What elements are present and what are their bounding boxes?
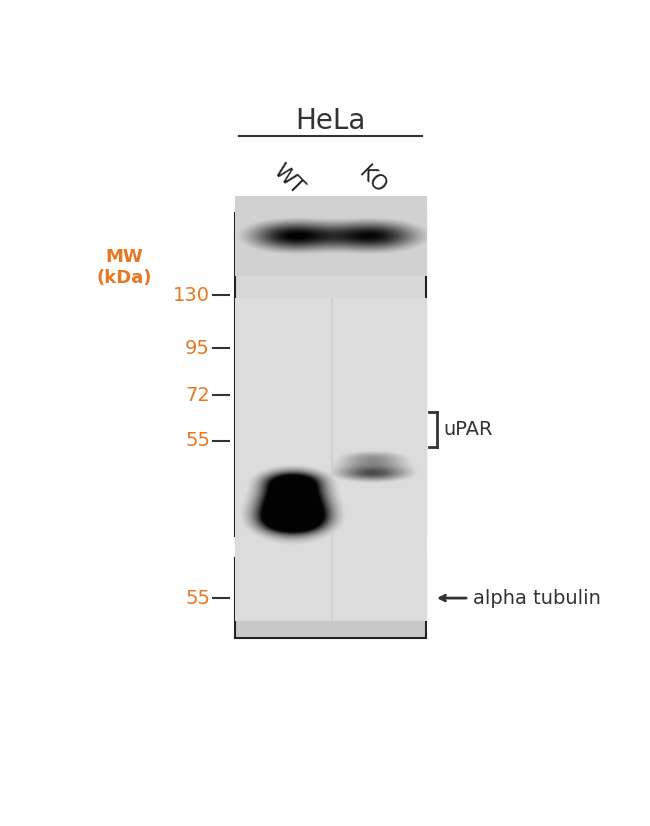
- Text: KO: KO: [356, 163, 390, 197]
- Text: alpha tubulin: alpha tubulin: [473, 589, 601, 608]
- Text: 55: 55: [185, 431, 210, 450]
- Text: 72: 72: [185, 386, 210, 405]
- Text: 95: 95: [185, 339, 210, 358]
- Text: WT: WT: [270, 161, 307, 199]
- Bar: [235, 213, 426, 536]
- Text: uPAR: uPAR: [443, 420, 493, 439]
- Bar: [235, 558, 426, 638]
- Text: HeLa: HeLa: [295, 107, 366, 135]
- Text: 130: 130: [173, 286, 210, 305]
- Text: MW
(kDa): MW (kDa): [96, 248, 151, 287]
- Text: 55: 55: [185, 589, 210, 608]
